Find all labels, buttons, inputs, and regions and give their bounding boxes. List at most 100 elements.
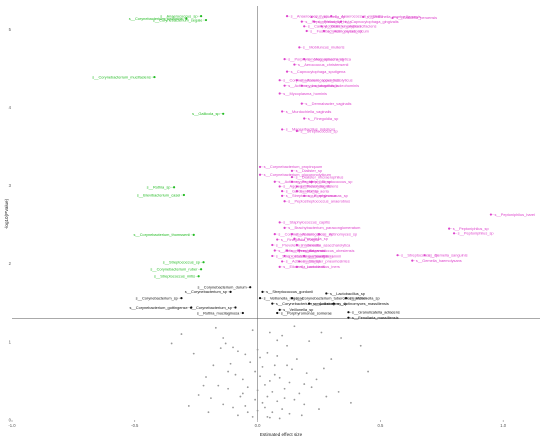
- data-point: [232, 406, 234, 409]
- data-point: [271, 390, 274, 393]
- labeled-data-point: [281, 128, 284, 131]
- data-point: [276, 339, 279, 342]
- point-label: s__Corynebacterium_mucifaciens: [92, 74, 151, 79]
- data-point: [293, 325, 296, 328]
- point-label: s__Streptococcus_anginosus: [286, 193, 337, 198]
- labeled-data-point: [258, 173, 262, 176]
- labeled-data-point: [278, 308, 281, 311]
- point-label: s__Streptococcus_sp: [300, 128, 337, 133]
- data-point: [273, 364, 276, 367]
- point-label: s__Brevibacterium_casei: [137, 192, 181, 197]
- labeled-data-point: [281, 260, 284, 263]
- data-point: [210, 397, 212, 400]
- point-label: s__Corynebacterium_segale: [153, 17, 203, 22]
- labeled-data-point: [303, 254, 306, 258]
- labeled-data-point: [303, 58, 306, 61]
- point-label: s__Lactobacillus_iners: [300, 264, 339, 269]
- x-axis-title: Estimated effect size: [260, 432, 303, 437]
- labeled-data-point: [290, 180, 294, 183]
- x-tick-label: -0.5: [131, 423, 139, 428]
- point-label: s__Megasphaera_sp: [308, 56, 344, 61]
- labeled-data-point: [276, 311, 279, 315]
- labeled-data-point: [258, 297, 262, 300]
- labeled-data-point: [300, 84, 303, 87]
- data-point: [192, 352, 195, 355]
- labeled-data-point: [293, 237, 296, 240]
- data-point: [254, 398, 257, 401]
- labeled-data-point: [283, 58, 286, 61]
- labeled-data-point: [229, 290, 232, 293]
- data-point: [293, 398, 296, 401]
- data-point: [264, 406, 266, 409]
- point-label: s__Corynebacterium_propinquum: [264, 164, 323, 169]
- data-point: [251, 415, 254, 418]
- point-label: s__Actinomyces_sp: [323, 231, 358, 236]
- data-point: [256, 389, 259, 392]
- data-point: [256, 348, 259, 351]
- labeled-data-point: [308, 302, 311, 305]
- data-point: [259, 356, 261, 359]
- data-point: [276, 355, 279, 357]
- labeled-data-point: [295, 129, 298, 133]
- labeled-data-point: [283, 254, 286, 258]
- data-point: [305, 372, 308, 375]
- labeled-data-point: [322, 29, 325, 33]
- point-label: s__Dermabacter_vaginalis: [305, 101, 351, 106]
- point-label: s__Corynebacterium_sp: [185, 289, 227, 294]
- labeled-data-point: [222, 112, 225, 115]
- labeled-data-point: [330, 15, 333, 18]
- point-label: s__Corynebacterium_ruber: [150, 267, 198, 272]
- data-point: [278, 376, 281, 379]
- data-point: [283, 397, 286, 400]
- labeled-data-point: [347, 316, 350, 319]
- reference-lines: [12, 6, 540, 420]
- labeled-data-point: [190, 306, 193, 309]
- data-point: [278, 417, 281, 420]
- point-label: s__Actinomyces_sp: [286, 259, 321, 264]
- y-tick-label: 1: [9, 339, 12, 344]
- data-point: [268, 380, 271, 382]
- x-tick-label: 0.5: [377, 423, 383, 428]
- point-label: s__Streptococcus_parasanguinis: [276, 253, 333, 258]
- data-point: [224, 342, 227, 345]
- y-tick-label: 5: [9, 27, 12, 32]
- point-label: s__Veillonella_sp: [283, 307, 313, 312]
- point-label: s__Prevotella_sp: [298, 236, 328, 241]
- data-point: [234, 373, 237, 376]
- labeled-data-point: [300, 102, 303, 105]
- data-point: [268, 416, 271, 419]
- point-label: s__Peptoniphilus_sp: [453, 226, 489, 231]
- point-label: s__Murdochiella_vaginalis: [286, 109, 332, 114]
- labeled-data-point: [278, 265, 281, 268]
- labeled-data-point: [489, 213, 492, 216]
- labeled-data-point: [423, 254, 426, 257]
- labeled-data-point: [271, 243, 274, 247]
- y-axis-title: -log10(PValue): [4, 198, 9, 229]
- data-point: [241, 378, 244, 381]
- labeled-data-point: [192, 233, 195, 236]
- data-point: [261, 365, 264, 368]
- labeled-data-point: [339, 20, 343, 23]
- point-label: s__Porphyromonas_somerae: [281, 310, 332, 315]
- point-label: s__Corynebacterium_glucuronolyticum: [264, 172, 331, 177]
- point-label: s__Dialister_sp: [296, 168, 323, 173]
- labeled-data-point: [273, 180, 276, 183]
- data-point: [286, 344, 288, 347]
- point-label: s__Peptoniphilus_sp: [305, 19, 341, 24]
- labeled-data-point: [303, 25, 306, 28]
- data-point: [246, 411, 249, 414]
- point-label: s__Capnocytophaga_gingivalis: [345, 19, 399, 24]
- point-label: s__Anaerococcus_sp: [291, 13, 328, 18]
- data-point: [273, 373, 276, 376]
- labeled-data-point: [182, 193, 186, 197]
- point-label: s__Veillonella_sp: [350, 295, 380, 300]
- labeled-data-point: [199, 15, 203, 18]
- point-label: s__Prevotella_bivia: [318, 19, 353, 24]
- data-point: [288, 412, 291, 415]
- labeled-points: [153, 15, 492, 319]
- point-label: s__Capnocytophaga_sputigena: [291, 69, 347, 74]
- point-label: s__Aerococcus_christensenii: [298, 62, 349, 67]
- labeled-data-point: [298, 249, 301, 252]
- labeled-data-point: [185, 17, 188, 20]
- labeled-data-point: [293, 63, 296, 66]
